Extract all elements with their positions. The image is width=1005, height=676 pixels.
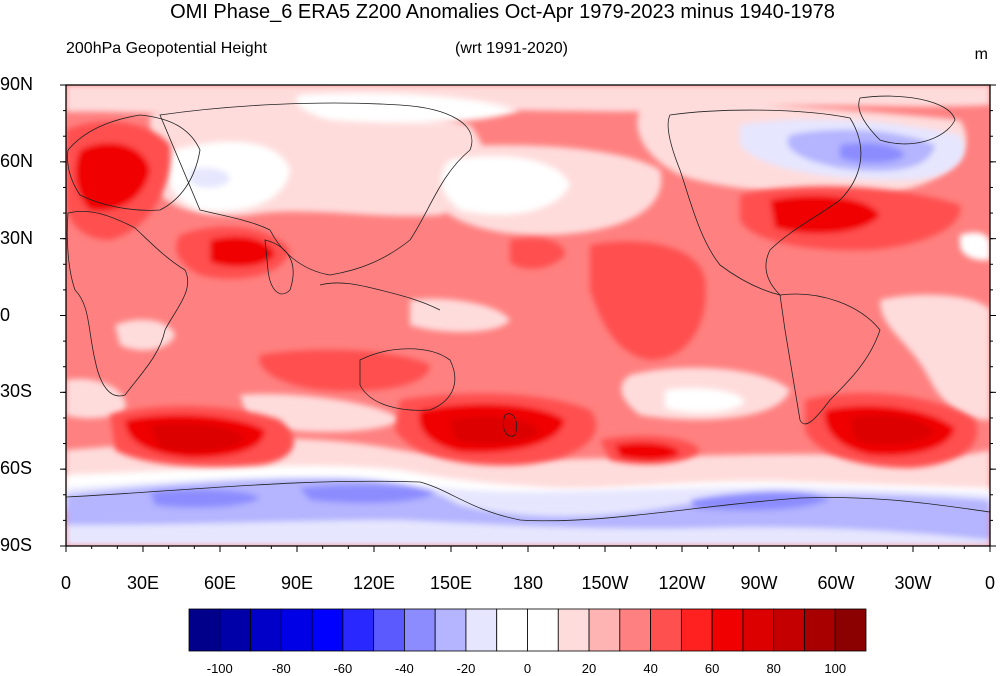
lon-label-8: 120W	[658, 573, 706, 593]
colorbar-swatch-14	[619, 608, 651, 652]
lat-label-90s: 90S	[0, 535, 33, 555]
lon-label-7: 150W	[581, 573, 629, 593]
south-america-outline	[779, 293, 881, 425]
colorbar	[188, 608, 867, 652]
colorbar-swatch-4	[311, 608, 344, 652]
lon-label-1: 30E	[126, 573, 160, 593]
india-outline	[264, 239, 294, 295]
colorbar-swatch-6	[373, 608, 405, 652]
variable-label: 200hPa Geopotential Height	[66, 40, 268, 57]
africa-outline	[66, 210, 189, 397]
lon-label-4: 120E	[352, 573, 396, 593]
antarctic-core-2	[300, 484, 435, 504]
north-polar-band	[66, 85, 990, 115]
colorbar-swatch-15	[650, 608, 682, 652]
map-field	[66, 85, 990, 546]
colorbar-label-4: -20	[456, 661, 476, 676]
colorbar-swatch-12	[557, 608, 590, 652]
lon-label-3: 90E	[280, 573, 314, 593]
colorbar-swatch-21	[834, 608, 867, 652]
lat-label-30s: 30S	[0, 381, 33, 402]
indonesia-outline	[319, 282, 441, 311]
europe-outline	[67, 114, 201, 211]
colorbar-label-0: -100	[206, 661, 233, 676]
lon-label-10: 60W	[817, 573, 855, 593]
south-pacific-white	[665, 388, 745, 413]
colorbar-swatch-17	[711, 608, 744, 652]
east-atlantic-red	[900, 203, 950, 223]
lon-label-11: 30W	[894, 573, 932, 593]
colorbar-label-1: -80	[271, 661, 291, 676]
colorbar-swatch-9	[465, 608, 498, 652]
north-pacific-red-2	[510, 238, 565, 269]
lon-label-0: 0	[60, 573, 71, 593]
lon-label-9: 90W	[740, 573, 778, 593]
antarctic-core-1	[150, 489, 260, 508]
colorbar-swatch-16	[680, 608, 713, 652]
colorbar-swatch-20	[804, 608, 836, 652]
arabia-core	[210, 236, 275, 267]
lon-label-5: 150E	[429, 573, 473, 593]
north-pacific-white	[441, 156, 570, 215]
colorbar-swatch-0	[188, 608, 221, 652]
central-pacific-red	[590, 241, 706, 360]
colorbar-swatch-1	[219, 608, 251, 652]
colorbar-label-5: 0	[523, 661, 532, 676]
south-indian-core	[150, 423, 245, 452]
lat-label-60n: 60N	[0, 150, 34, 171]
colorbar-label-3: -40	[395, 661, 414, 676]
north-america-outline	[667, 109, 862, 296]
antarctic-blue	[66, 478, 990, 540]
greenland-outline	[858, 95, 956, 145]
south-pacific-core	[615, 442, 680, 461]
colorbar-swatch-10	[496, 608, 528, 652]
west-atlantic-pink	[66, 379, 126, 419]
colorbar-swatch-7	[404, 608, 436, 652]
colorbar-swatch-13	[588, 608, 621, 652]
east-na-core	[770, 195, 880, 234]
tropical-atlantic-pink	[880, 294, 990, 420]
asia-outline	[159, 102, 473, 276]
colorbar-swatch-11	[527, 608, 559, 652]
siberia-light-blue	[190, 168, 230, 188]
lon-label-2: 60E	[203, 573, 237, 593]
axis-ticks	[60, 84, 996, 552]
colorbar-label-7: 40	[643, 661, 658, 676]
lon-label-6: 180	[512, 573, 544, 593]
colorbar-swatch-2	[250, 608, 282, 652]
west-pacific-pink	[410, 298, 510, 332]
europe-red-core	[75, 142, 150, 211]
colorbar-label-6: 20	[581, 661, 597, 676]
east-atlantic-white	[960, 232, 990, 261]
colorbar-swatch-5	[342, 608, 375, 652]
lat-label-90n: 90N	[0, 74, 34, 94]
colorbar-swatch-8	[434, 608, 467, 652]
lat-label-0: 0	[0, 304, 11, 325]
colorbar-swatch-3	[280, 608, 313, 652]
units-label: m	[974, 46, 988, 63]
colorbar-label-10: 100	[824, 661, 847, 676]
south-atlantic-core	[850, 414, 935, 445]
coastlines	[66, 95, 990, 522]
chart-title: OMI Phase_6 ERA5 Z200 Anomalies Oct-Apr …	[170, 1, 835, 23]
colorbar-label-9: 80	[766, 661, 781, 676]
lat-label-30n: 30N	[0, 227, 34, 248]
indian-ocean-red	[259, 349, 430, 392]
lon-label-12: 0	[984, 573, 995, 593]
australia-outline	[359, 348, 456, 411]
antarctica-outline	[66, 480, 990, 522]
colorbar-label-8: 60	[704, 661, 720, 676]
tasman-core	[450, 416, 540, 444]
colorbar-label-2: -60	[333, 661, 353, 676]
colorbar-swatch-18	[742, 608, 775, 652]
greenland-core	[840, 143, 905, 163]
colorbar-swatch-19	[773, 608, 805, 652]
baseline-label: (wrt 1991-2020)	[455, 40, 568, 57]
lat-label-60s: 60S	[0, 458, 33, 479]
nz-outline	[503, 413, 517, 437]
africa-pink	[115, 319, 175, 351]
arctic-white	[296, 93, 520, 123]
